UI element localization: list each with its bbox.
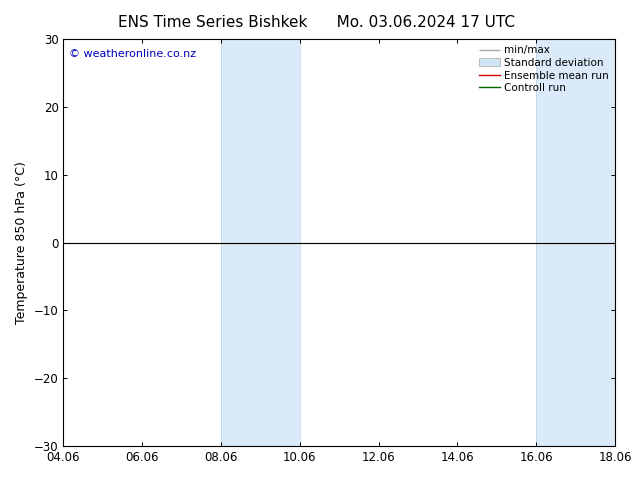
Y-axis label: Temperature 850 hPa (°C): Temperature 850 hPa (°C): [15, 161, 29, 324]
Text: © weatheronline.co.nz: © weatheronline.co.nz: [69, 49, 196, 59]
Text: ENS Time Series Bishkek      Mo. 03.06.2024 17 UTC: ENS Time Series Bishkek Mo. 03.06.2024 1…: [119, 15, 515, 30]
Bar: [536, 39, 615, 446]
Bar: [221, 39, 300, 446]
Legend: min/max, Standard deviation, Ensemble mean run, Controll run: min/max, Standard deviation, Ensemble me…: [475, 41, 613, 98]
